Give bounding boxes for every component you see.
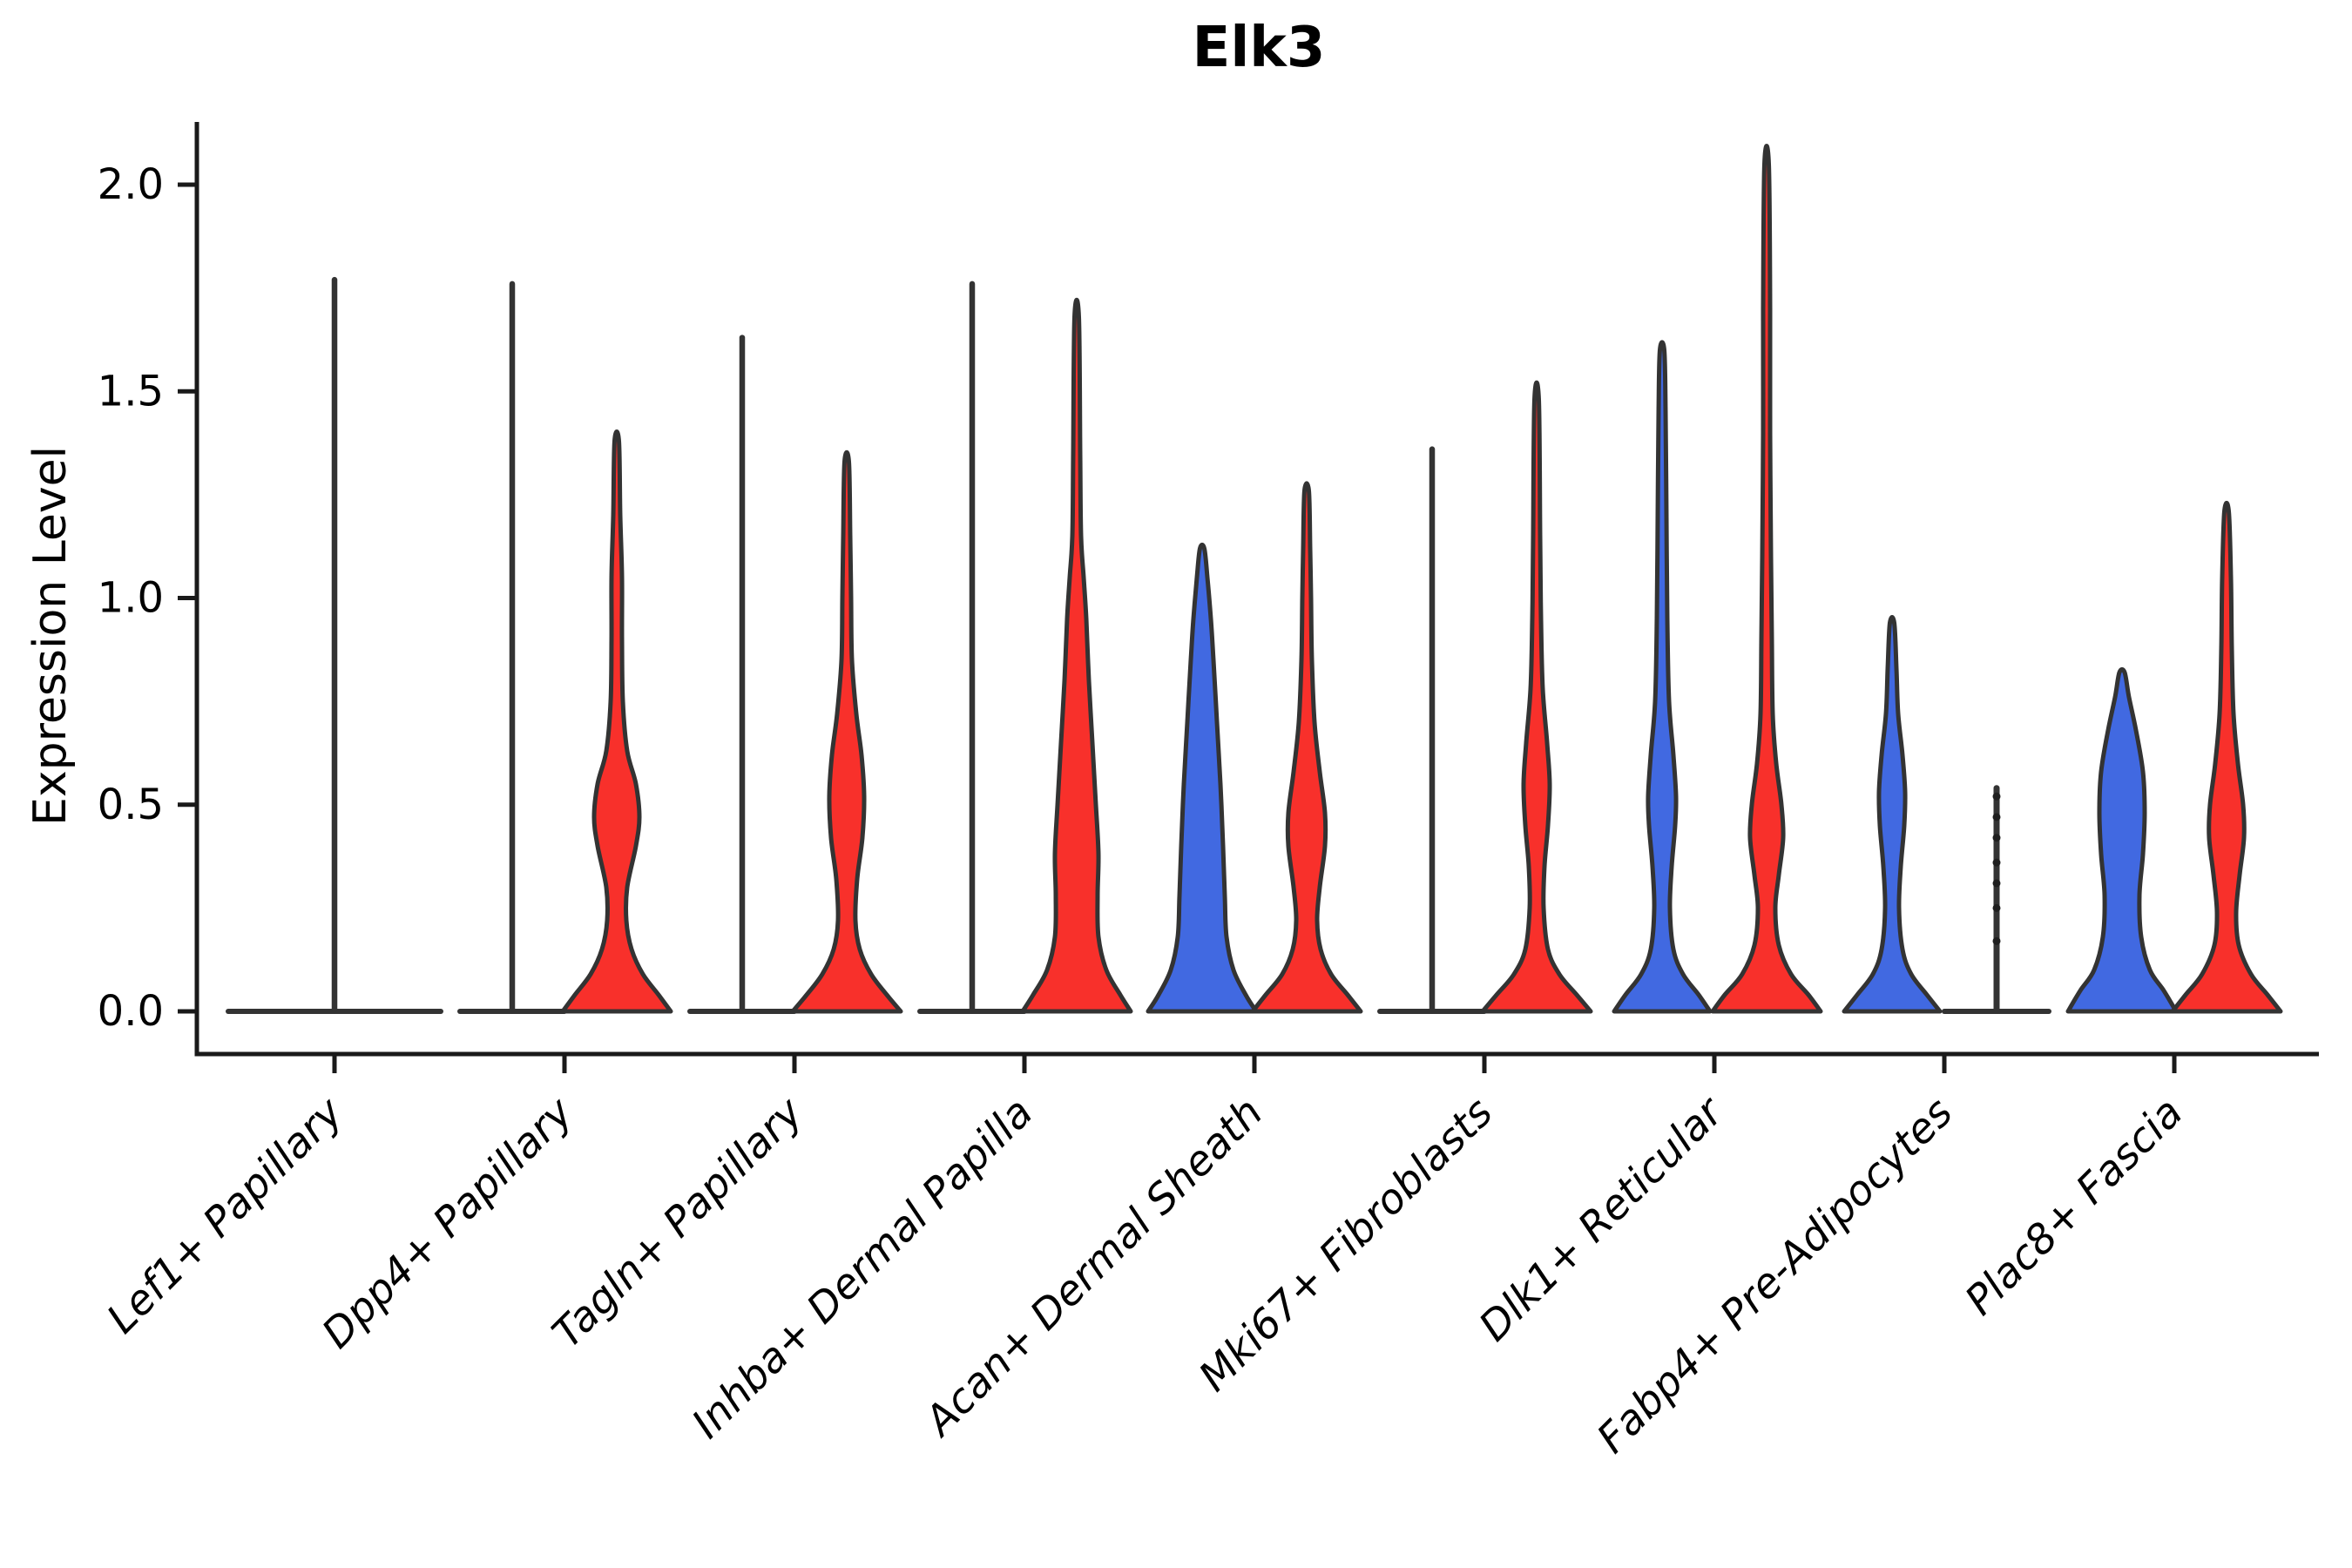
violin-red bbox=[1480, 380, 1593, 1014]
x-category-label: Plac8+ Fascia bbox=[1956, 1089, 2192, 1325]
violin-red bbox=[560, 429, 673, 1014]
jitter-point bbox=[1992, 792, 2001, 801]
y-tick-label: 2.0 bbox=[98, 160, 164, 209]
y-tick-label: 1.0 bbox=[98, 574, 164, 623]
violin-red bbox=[1020, 297, 1133, 1014]
violin-blue bbox=[2065, 666, 2179, 1014]
x-category-label: Lef1+ Papillary bbox=[98, 1088, 353, 1343]
y-tick-label: 0.0 bbox=[98, 987, 164, 1036]
jitter-point bbox=[1992, 813, 2001, 821]
jitter-point bbox=[1992, 879, 2001, 888]
jitter-point bbox=[1992, 936, 2001, 945]
x-category-label: Dpp4+ Papillary bbox=[313, 1088, 583, 1358]
violin-blue bbox=[1146, 542, 1259, 1014]
violin-blue bbox=[1842, 614, 1943, 1014]
y-tick-label: 1.5 bbox=[98, 367, 164, 416]
x-category-label: Dlk1+ Reticular bbox=[1470, 1087, 1734, 1351]
y-tick-label: 0.5 bbox=[98, 781, 164, 829]
jitter-point bbox=[1992, 858, 2001, 867]
violin-red bbox=[2170, 500, 2283, 1014]
x-category-label: Tagln+ Papillary bbox=[544, 1088, 814, 1358]
jitter-point bbox=[1992, 834, 2001, 842]
violin-blue bbox=[1612, 340, 1713, 1014]
violin-red bbox=[1710, 144, 1823, 1014]
violin-red bbox=[1250, 481, 1363, 1014]
chart-title: Elk3 bbox=[1192, 16, 1326, 80]
violin-red bbox=[790, 449, 903, 1014]
jitter-point bbox=[1992, 903, 2001, 912]
